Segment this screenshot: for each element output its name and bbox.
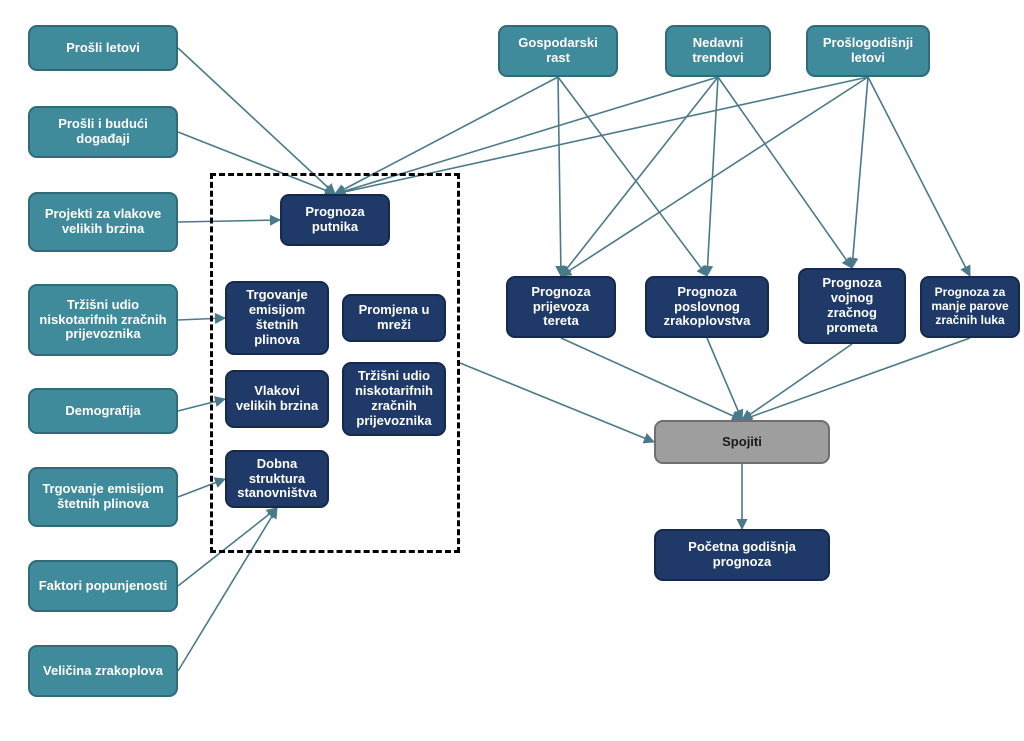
node-left5: Demografija	[28, 388, 178, 434]
edge-top2-prog3	[718, 77, 852, 268]
node-prog4: Prognoza za manje parove zračnih luka	[920, 276, 1020, 338]
edge-prog3-spojiti	[742, 344, 852, 420]
edge-top1-prog2	[558, 77, 707, 276]
node-prog3: Prognoza vojnog zračnog prometa	[798, 268, 906, 344]
node-prog2: Prognoza poslovnog zrakoplovstva	[645, 276, 769, 338]
diagram-canvas: Prošli letovi Prošli i budući događaji Pro…	[0, 0, 1024, 741]
edge-top2-prog1	[561, 77, 718, 276]
node-top1: Gospodarski rast	[498, 25, 618, 77]
node-left6: Trgovanje emisijom štetnih plinova	[28, 467, 178, 527]
node-d_dobna: Dobna struktura stanovništva	[225, 450, 329, 508]
edge-top1-prog1	[558, 77, 561, 276]
edge-dashed-spojiti	[460, 363, 654, 442]
node-top3: Prošlogodišnji letovi	[806, 25, 930, 77]
edge-prog1-spojiti	[561, 338, 742, 420]
edge-prog4-spojiti	[742, 338, 970, 420]
node-prog1: Prognoza prijevoza tereta	[506, 276, 616, 338]
node-spojiti: Spojiti	[654, 420, 830, 464]
node-left1: Prošli letovi	[28, 25, 178, 71]
node-pocetna: Početna godišnja prognoza	[654, 529, 830, 581]
edge-top3-prog1	[561, 77, 868, 276]
node-left2: Prošli i budući događaji	[28, 106, 178, 158]
node-left7: Faktori popunjenosti	[28, 560, 178, 612]
edge-prog2-spojiti	[707, 338, 742, 420]
edge-top3-prog3	[852, 77, 868, 268]
node-left4: Tržišni udio niskotarifnih zračnih prije…	[28, 284, 178, 356]
edge-top3-prog4	[868, 77, 970, 276]
node-d_promjena: Promjena u mreži	[342, 294, 446, 342]
node-left8: Veličina zrakoplova	[28, 645, 178, 697]
node-left3: Projekti za vlakove velikih brzina	[28, 192, 178, 252]
node-d_vlakovi: Vlakovi velikih brzina	[225, 370, 329, 428]
node-d_prognoza: Prognoza putnika	[280, 194, 390, 246]
node-top2: Nedavni trendovi	[665, 25, 771, 77]
node-d_trzisni: Tržišni udio niskotarifnih zračnih prije…	[342, 362, 446, 436]
node-d_trg: Trgovanje emisijom štetnih plinova	[225, 281, 329, 355]
edge-top2-prog2	[707, 77, 718, 276]
